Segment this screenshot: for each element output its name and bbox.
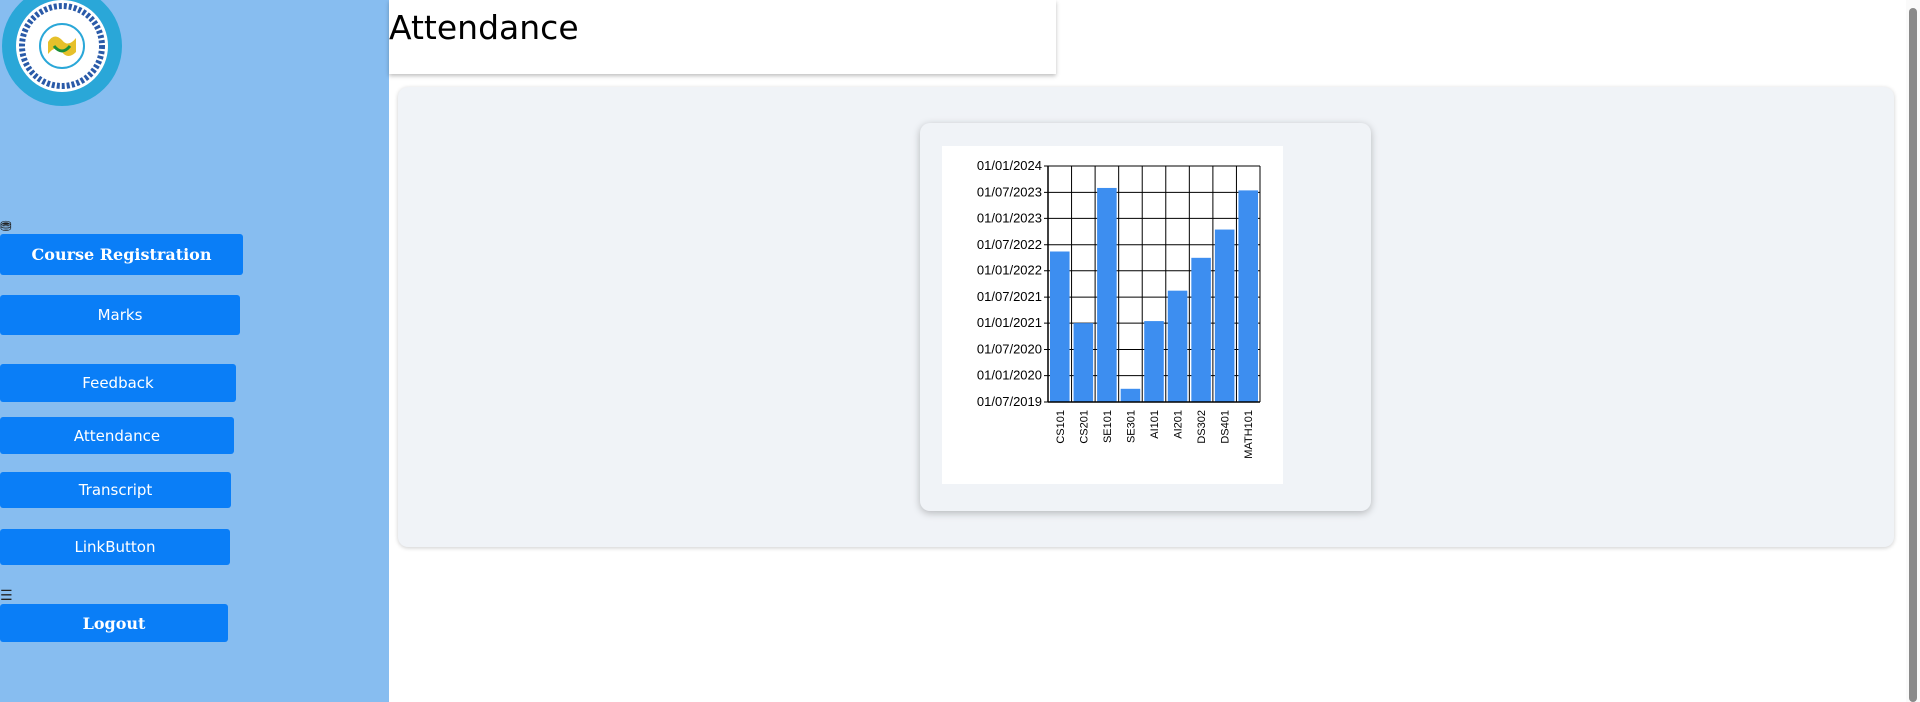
sidebar-item-label: Course Registration: [31, 245, 212, 264]
sidebar-item-linkbutton[interactable]: LinkButton: [0, 529, 230, 565]
x-tick-label: AI201: [1173, 410, 1185, 439]
y-tick-label: 01/01/2020: [977, 368, 1042, 383]
bar-cs101: [1050, 251, 1070, 402]
sidebar-item-attendance[interactable]: Attendance: [0, 417, 234, 454]
sidebar-item-label: Attendance: [73, 426, 161, 445]
page-header: Attendance: [389, 0, 1056, 74]
sidebar-item-label: Logout: [82, 613, 146, 633]
sidebar-item-transcript[interactable]: Transcript: [0, 472, 231, 508]
y-tick-label: 01/07/2022: [977, 237, 1042, 252]
sidebar-item-label: Marks: [97, 306, 143, 324]
y-tick-label: 01/07/2019: [977, 394, 1042, 409]
attendance-chart: 01/07/2019 01/01/2020 01/07/2020 01/01/2021…: [942, 146, 1283, 484]
y-tick-label: 01/07/2020: [977, 341, 1042, 356]
dashboard-icon: ⛃: [0, 219, 12, 235]
y-tick-label: 01/01/2022: [977, 263, 1042, 278]
sidebar: ⛃ Course Registration Marks Feedback Att…: [0, 0, 389, 702]
sidebar-item-feedback[interactable]: Feedback: [0, 364, 236, 402]
vertical-scrollbar[interactable]: [1906, 0, 1920, 702]
bar-se101: [1097, 187, 1117, 402]
chart-svg: 01/07/2019 01/01/2020 01/07/2020 01/01/2021…: [977, 158, 1261, 459]
y-tick-label: 01/01/2023: [977, 210, 1042, 225]
logout-button[interactable]: Logout: [0, 604, 228, 642]
x-tick-label: DS401: [1220, 410, 1232, 444]
sidebar-item-marks[interactable]: Marks: [0, 295, 240, 335]
x-tick-label: CS101: [1055, 410, 1067, 444]
sidebar-item-course-registration[interactable]: Course Registration: [0, 234, 243, 275]
x-tick-label: SE101: [1102, 410, 1114, 443]
university-logo: [2, 0, 122, 106]
bar-cs201: [1073, 323, 1094, 402]
scrollbar-thumb[interactable]: [1909, 8, 1917, 702]
bar-se301: [1120, 388, 1141, 402]
sidebar-item-label: LinkButton: [74, 538, 156, 556]
bar-ds302: [1191, 257, 1211, 402]
y-tick-label: 01/01/2021: [977, 315, 1042, 330]
page-title: Attendance: [389, 8, 579, 47]
x-tick-label: CS201: [1078, 410, 1090, 444]
menu-icon: ☰: [0, 588, 13, 604]
x-tick-label: AI101: [1149, 410, 1161, 439]
bar-ds401: [1214, 229, 1235, 402]
y-tick-label: 01/07/2021: [977, 289, 1042, 304]
bar-ai201: [1167, 290, 1188, 402]
y-tick-label: 01/01/2024: [977, 158, 1042, 173]
y-tick-label: 01/07/2023: [977, 184, 1042, 199]
sidebar-item-label: Feedback: [82, 374, 154, 392]
bar-math101: [1238, 190, 1258, 402]
x-tick-label: DS302: [1196, 410, 1208, 444]
x-tick-label: SE301: [1125, 410, 1137, 443]
x-tick-label: MATH101: [1243, 410, 1255, 459]
bar-ai101: [1144, 321, 1164, 402]
sidebar-item-label: Transcript: [78, 481, 153, 499]
